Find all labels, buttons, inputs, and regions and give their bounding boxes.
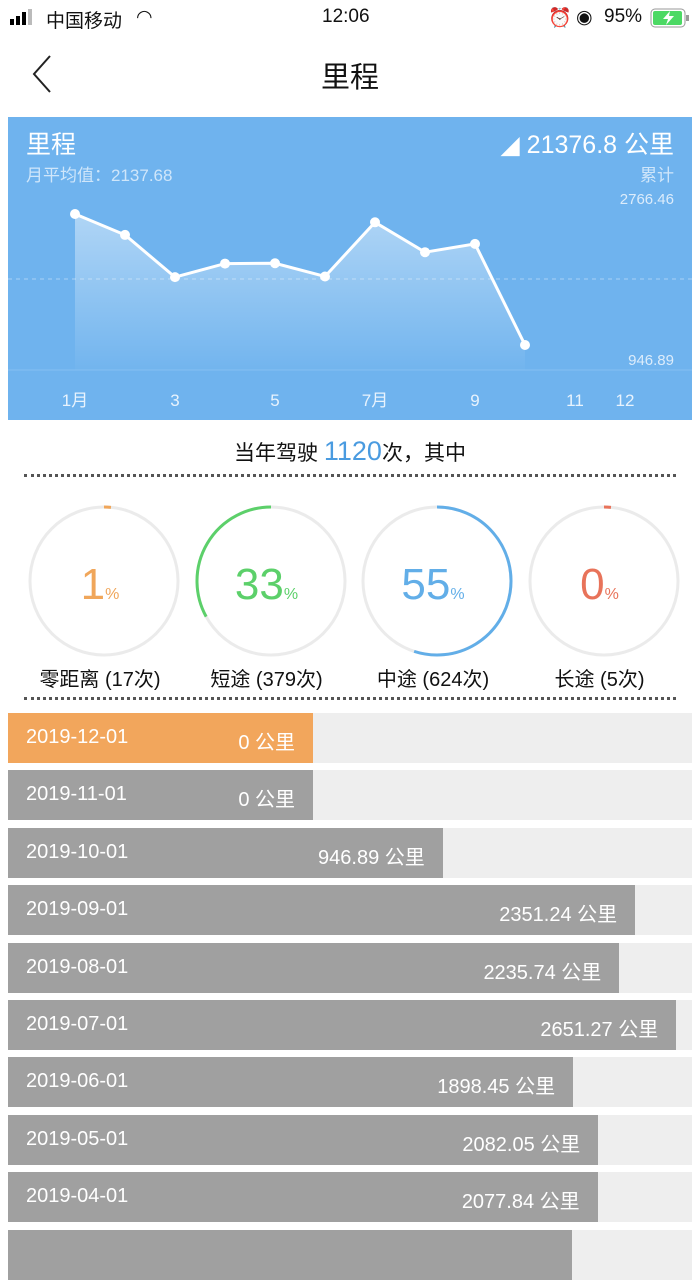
row-date: 2019-06-01 <box>26 1070 128 1093</box>
data-point[interactable] <box>270 258 280 268</box>
row-value: 0 公里 <box>238 783 295 812</box>
mileage-chart-card: 1月 3 5 7月 9 11 12 2766.46 946.89 里程 月平均值：2137.68… <box>8 117 692 420</box>
data-point[interactable] <box>370 217 380 227</box>
row-value: 0 公里 <box>238 726 295 755</box>
clock: 12:06 <box>322 6 370 28</box>
x-tick-label: 1月 <box>62 391 88 410</box>
y-min-label: 946.89 <box>628 352 674 369</box>
page-title: 里程 <box>0 54 700 96</box>
row-value: 2651.27 公里 <box>540 1013 658 1042</box>
x-tick-label: 7月 <box>362 391 388 410</box>
ring-2: 55% 中途 (624次) <box>357 505 517 662</box>
ring-label: 长途 (5次) <box>504 663 696 692</box>
month-row[interactable]: 2019-04-01 2077.84 公里 <box>8 1172 692 1222</box>
card-title: 里程 <box>26 125 76 161</box>
x-tick-label: 5 <box>270 391 279 410</box>
month-row[interactable]: 2019-10-01 946.89 公里 <box>8 828 692 878</box>
row-value: 2351.24 公里 <box>499 898 617 927</box>
drive-count: 1120 <box>324 436 382 466</box>
row-date: 2019-07-01 <box>26 1013 128 1036</box>
carrier: 中国移动 <box>46 6 122 33</box>
row-date: 2019-11-01 <box>26 783 127 806</box>
drive-summary: 当年驾驶 1120次，其中 <box>0 436 700 467</box>
month-row[interactable]: 2019-11-01 0 公里 <box>8 770 692 820</box>
ring-percent: 1% <box>24 560 176 610</box>
data-point[interactable] <box>70 209 80 219</box>
row-bar <box>8 1230 572 1280</box>
month-row[interactable]: 2019-12-01 0 公里 <box>8 713 692 763</box>
x-tick-label: 12 <box>616 391 635 410</box>
summary-suffix: 次，其中 <box>382 442 466 465</box>
row-value: 1898.45 公里 <box>437 1070 555 1099</box>
row-date: 2019-09-01 <box>26 898 128 921</box>
month-row[interactable]: 2019-05-01 2082.05 公里 <box>8 1115 692 1165</box>
month-row[interactable] <box>8 1230 692 1280</box>
area-fill <box>75 214 525 370</box>
data-point[interactable] <box>220 259 230 269</box>
signal-icon <box>10 9 40 31</box>
divider <box>24 697 676 700</box>
x-tick-label: 9 <box>470 391 479 410</box>
row-bar: 2019-12-01 0 公里 <box>8 713 313 763</box>
ring-label: 零距离 (17次) <box>4 663 196 692</box>
row-bar: 2019-07-01 2651.27 公里 <box>8 1000 676 1050</box>
row-bar: 2019-05-01 2082.05 公里 <box>8 1115 598 1165</box>
alarm-icon: ⏰ <box>548 6 572 30</box>
ring-1: 33% 短途 (379次) <box>191 505 351 662</box>
row-date: 2019-04-01 <box>26 1185 128 1208</box>
row-bar: 2019-10-01 946.89 公里 <box>8 828 443 878</box>
row-value: 2082.05 公里 <box>462 1128 580 1157</box>
ring-percent: 55% <box>357 560 509 610</box>
cumulative-label: 累计 <box>640 161 674 186</box>
ring-label: 中途 (624次) <box>337 663 529 692</box>
x-tick-label: 11 <box>566 391 584 410</box>
row-bar: 2019-04-01 2077.84 公里 <box>8 1172 598 1222</box>
data-point[interactable] <box>320 271 330 281</box>
battery-icon <box>650 8 690 34</box>
ring-percent: 0% <box>524 560 676 610</box>
month-row[interactable]: 2019-07-01 2651.27 公里 <box>8 1000 692 1050</box>
month-row[interactable]: 2019-06-01 1898.45 公里 <box>8 1057 692 1107</box>
row-bar: 2019-09-01 2351.24 公里 <box>8 885 635 935</box>
row-bar: 2019-08-01 2235.74 公里 <box>8 943 619 993</box>
row-bar: 2019-06-01 1898.45 公里 <box>8 1057 573 1107</box>
ring-3: 0% 长途 (5次) <box>524 505 684 662</box>
divider <box>24 474 676 477</box>
data-point[interactable] <box>520 340 530 350</box>
ruler-icon: ◢ <box>500 131 519 159</box>
row-date: 2019-08-01 <box>26 956 128 979</box>
row-date: 2019-05-01 <box>26 1128 128 1151</box>
wifi-icon: ◠ <box>136 6 153 29</box>
battery-percent: 95% <box>604 6 642 28</box>
total-value: 21376.8 公里 <box>527 131 674 159</box>
row-value: 2235.74 公里 <box>483 956 601 985</box>
ring-0: 1% 零距离 (17次) <box>24 505 184 662</box>
row-value: 2077.84 公里 <box>462 1185 580 1214</box>
row-date: 2019-10-01 <box>26 841 128 864</box>
total-mileage: ◢ 21376.8 公里 <box>500 125 674 161</box>
ring-percent: 33% <box>191 560 343 610</box>
data-point[interactable] <box>120 230 130 240</box>
status-bar: 中国移动 ◠ 12:06 ⏰ ◉ 95% <box>0 0 700 34</box>
month-row[interactable]: 2019-09-01 2351.24 公里 <box>8 885 692 935</box>
y-max-label: 2766.46 <box>620 191 674 208</box>
monthly-average: 月平均值：2137.68 <box>26 161 172 186</box>
month-row[interactable]: 2019-08-01 2235.74 公里 <box>8 943 692 993</box>
data-point[interactable] <box>420 247 430 257</box>
nav-bar: 里程 <box>0 40 700 104</box>
rotation-lock-icon: ◉ <box>576 6 593 29</box>
x-tick-label: 3 <box>170 391 179 410</box>
row-bar: 2019-11-01 0 公里 <box>8 770 313 820</box>
data-point[interactable] <box>170 272 180 282</box>
row-date: 2019-12-01 <box>26 726 128 749</box>
data-point[interactable] <box>470 239 480 249</box>
ring-label: 短途 (379次) <box>171 663 363 692</box>
row-value: 946.89 公里 <box>318 841 425 870</box>
summary-prefix: 当年驾驶 <box>234 442 318 465</box>
